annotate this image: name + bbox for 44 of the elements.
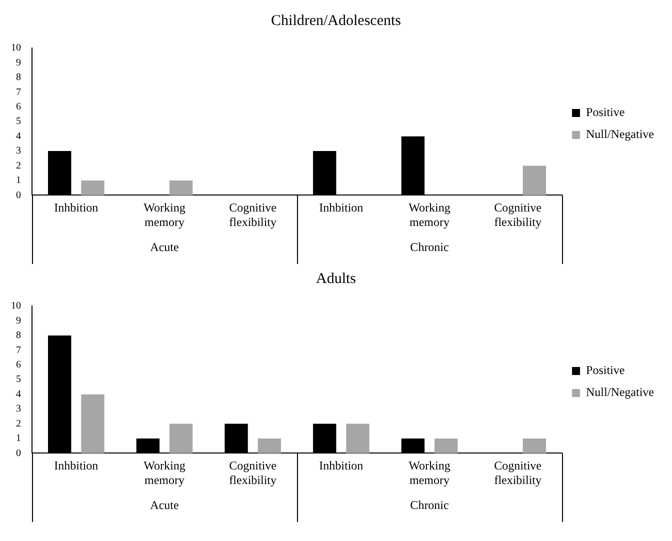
y-tick-label: 1 [16, 433, 21, 444]
text: Acute [150, 498, 179, 512]
y-tick-label: 9 [16, 315, 21, 326]
x-tick-label: Cognitive flexibility [494, 200, 542, 229]
y-tick-label: 3 [16, 404, 21, 415]
x-tick-label: Inhbition [319, 200, 364, 215]
chart-title: Adults [316, 270, 356, 287]
y-tick-label: 6 [16, 360, 21, 371]
y-tick-label: 2 [16, 160, 21, 172]
legend-label: Positive [586, 363, 625, 378]
x-tick-label: Inhbition [54, 458, 98, 473]
y-tick-label: 10 [11, 300, 21, 312]
y-tick-label: 9 [16, 57, 21, 68]
text: Acute [150, 240, 179, 254]
legend-label: Null/Negative [586, 385, 654, 400]
y-tick-label: 0 [16, 448, 21, 459]
y-tick-label: 5 [16, 374, 21, 386]
y-tick-label: 8 [16, 72, 21, 84]
y-tick-label: 7 [16, 86, 21, 98]
y-tick-label: 2 [16, 418, 21, 430]
y-tick-label: 0 [16, 190, 21, 201]
text: Chronic [410, 240, 449, 254]
y-tick-label: 4 [16, 388, 21, 400]
x-tick-label: Working memory [144, 200, 186, 229]
y-tick-label: 7 [16, 344, 21, 356]
x-tick-label: Working memory [408, 458, 450, 487]
chart-title: Children/Adolescents [271, 12, 402, 29]
x-tick-label: Working memory [144, 458, 186, 487]
y-tick-label: 4 [16, 130, 21, 142]
x-tick-label: Cognitive flexibility [229, 458, 277, 487]
y-tick-label: 10 [11, 42, 21, 54]
x-tick-label: Cognitive flexibility [229, 200, 277, 229]
legend-label: Null/Negative [586, 127, 654, 142]
y-tick-label: 8 [16, 330, 21, 342]
text: Chronic [410, 498, 449, 512]
y-tick-label: 6 [16, 102, 21, 113]
y-tick-label: 3 [16, 146, 21, 157]
y-tick-label: 5 [16, 116, 21, 128]
x-tick-label: Inhbition [319, 458, 364, 473]
x-tick-label: Inhbition [54, 200, 98, 215]
x-tick-label: Working memory [408, 200, 450, 229]
x-tick-label: Cognitive flexibility [494, 458, 542, 487]
legend-label: Positive [586, 105, 625, 120]
y-tick-label: 1 [16, 175, 21, 186]
